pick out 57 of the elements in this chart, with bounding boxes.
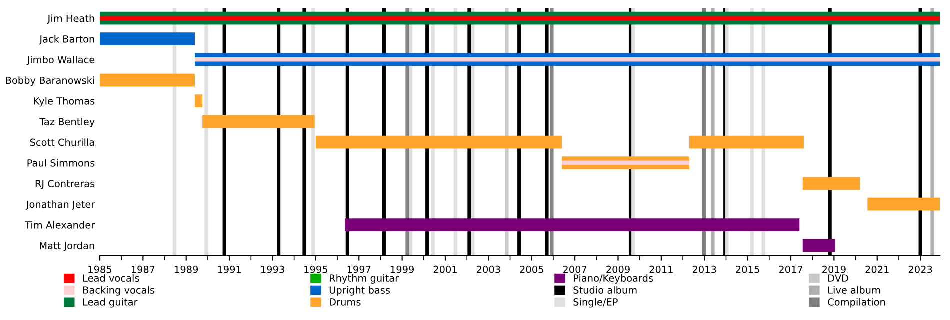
x-tick-label: 2009: [606, 266, 630, 274]
x-tick-label: 2019: [822, 266, 846, 274]
bar: [202, 115, 315, 128]
bar: [100, 32, 196, 46]
bar: [100, 16, 940, 20]
y-tick-label: Kyle Thomas: [34, 97, 95, 107]
y-tick-label: Jonathan Jeter: [26, 200, 96, 210]
legend-label: Lead guitar: [83, 298, 138, 308]
x-tick-label: 2023: [908, 266, 932, 274]
x-tick-label: 1999: [391, 266, 414, 274]
bar: [802, 239, 836, 252]
bar: [562, 160, 690, 166]
x-tick-label: 1985: [88, 266, 112, 274]
x-tick-label: 1995: [304, 266, 328, 274]
x-tick-label: 2001: [434, 266, 457, 274]
legend-label: Backing vocals: [83, 286, 155, 296]
bar: [802, 177, 860, 190]
legend-label: Studio album: [574, 286, 637, 294]
legend-label: Single/EP: [574, 298, 618, 308]
legend-label: Piano/Keyboards: [574, 274, 654, 284]
x-tick-label: 2007: [563, 266, 587, 274]
y-tick-label: Jack Barton: [39, 35, 94, 45]
bar: [316, 136, 562, 149]
x-tick-label: 2013: [692, 266, 716, 274]
bar: [868, 198, 940, 211]
x-tick-label: 1991: [218, 266, 242, 274]
bar: [345, 218, 800, 232]
x-tick-label: 2005: [520, 266, 544, 274]
bar: [195, 94, 203, 108]
x-tick-label: 1987: [132, 266, 155, 274]
y-tick-label: Paul Simmons: [28, 159, 95, 167]
bar: [690, 136, 804, 149]
y-tick-label: Jim Heath: [47, 14, 94, 24]
y-tick-label: Scott Churilla: [30, 138, 94, 146]
bar: [100, 74, 196, 87]
x-tick-label: 2021: [866, 266, 889, 274]
y-tick-label: RJ Contreras: [36, 180, 95, 190]
x-tick-label: 2015: [736, 266, 760, 274]
legend-label: Drums: [330, 298, 361, 306]
legend-label: DVD: [828, 274, 848, 282]
legend-label: Rhythm guitar: [330, 274, 400, 284]
legend-label: Lead vocals: [83, 274, 140, 282]
legend-label: Live album: [828, 286, 880, 294]
legend-label: Compilation: [828, 298, 886, 308]
legend-label: Upright bass: [330, 286, 390, 296]
x-tick-label: 1989: [175, 266, 198, 274]
y-tick-label: Tim Alexander: [25, 221, 96, 229]
x-tick-label: 2017: [779, 266, 803, 274]
x-tick-label: 1993: [261, 266, 284, 274]
x-tick-label: 2003: [477, 266, 500, 274]
x-tick-label: 1997: [348, 266, 371, 274]
y-tick-label: Taz Bentley: [40, 118, 95, 128]
x-tick-label: 2011: [650, 266, 673, 274]
y-tick-label: Matt Jordan: [40, 242, 94, 252]
y-tick-label: Jimbo Wallace: [26, 56, 95, 66]
bar: [195, 58, 940, 62]
y-tick-label: Bobby Baranowski: [6, 76, 94, 86]
